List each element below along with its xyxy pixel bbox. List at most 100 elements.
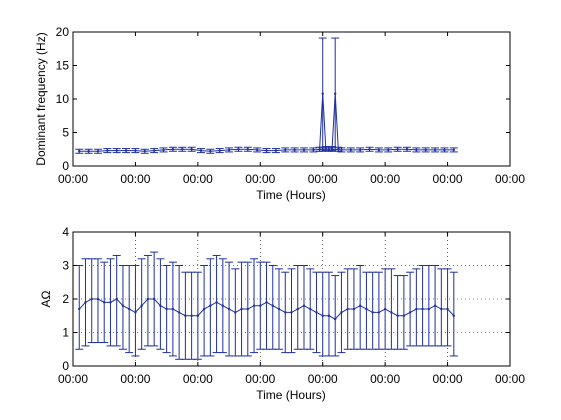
top-data-point (349, 148, 353, 152)
top-y-tick-label: 15 (56, 59, 70, 73)
bottom-data-point (271, 304, 274, 307)
bottom-data-point (408, 311, 412, 314)
top-data-point (424, 148, 427, 152)
bottom-data-point (159, 304, 162, 307)
bottom-data-point (140, 304, 143, 307)
bottom-data-point (315, 311, 318, 314)
top-plot-area (73, 32, 510, 166)
bottom-data-point (352, 307, 356, 311)
top-data-point (190, 148, 193, 151)
bottom-data-point (209, 304, 212, 307)
bottom-data-point (196, 314, 200, 317)
top-y-axis-label: Dominant frequency (Hz) (34, 32, 48, 165)
top-data-point (415, 148, 418, 152)
bottom-data-point (421, 307, 424, 311)
top-data-point (452, 148, 456, 152)
bottom-data-point (309, 307, 312, 311)
top-data-point (87, 150, 90, 153)
bottom-data-point (383, 307, 387, 311)
top-data-point (124, 149, 128, 152)
bottom-data-point (121, 304, 125, 307)
bottom-data-point (252, 304, 256, 307)
top-y-tick-label: 0 (62, 159, 69, 173)
top-x-axis-label: Time (Hours) (256, 188, 326, 202)
top-data-point (78, 150, 81, 153)
bottom-data-point (340, 311, 343, 314)
bottom-data-point (227, 307, 231, 311)
top-data-point (368, 148, 371, 151)
bottom-data-point (78, 307, 81, 311)
top-data-point (209, 150, 212, 153)
bottom-data-point (440, 307, 443, 311)
top-x-tick-label: 00:00 (120, 172, 150, 186)
bottom-data-point (171, 307, 175, 311)
top-data-point (443, 148, 446, 152)
bottom-y-tick-label: 0 (62, 359, 69, 373)
bottom-data-point (390, 311, 393, 314)
bottom-data-point (334, 317, 337, 321)
top-data-point (218, 149, 221, 152)
top-x-tick-label: 00:00 (183, 172, 213, 186)
top-data-point (96, 150, 100, 153)
top-data-point (171, 148, 175, 151)
bottom-x-tick-label: 00:00 (58, 372, 88, 386)
top-panel: 00:00 00:00 00:00 00:00 00:00 00:00 00:00 00:00… (34, 25, 525, 202)
top-data-point (284, 148, 287, 152)
top-data-point (181, 148, 184, 151)
top-data-point (265, 149, 268, 152)
top-data-point (334, 92, 337, 95)
top-data-point (387, 148, 390, 152)
bottom-data-point (127, 307, 131, 311)
bottom-data-point (84, 301, 87, 304)
top-data-point (318, 148, 321, 151)
bottom-data-point (265, 301, 268, 304)
top-data-point (162, 148, 165, 152)
bottom-data-point (259, 304, 262, 307)
top-data-point (330, 147, 334, 150)
top-data-point (358, 148, 362, 152)
top-data-point (255, 148, 259, 152)
bottom-data-point (346, 307, 349, 311)
top-data-point (377, 148, 381, 152)
bottom-y-tick-label: 4 (62, 225, 69, 239)
bottom-data-point (446, 307, 449, 311)
bottom-data-point (96, 297, 100, 301)
bottom-data-point (396, 314, 399, 317)
top-y-tick-label: 10 (56, 92, 70, 106)
top-data-point (405, 148, 409, 151)
bottom-data-point (152, 297, 156, 301)
bottom-y-axis-label: AΩ (39, 290, 53, 307)
bottom-data-point (427, 307, 431, 311)
bottom-x-tick-label: 00:00 (120, 372, 150, 386)
top-x-tick-label: 00:00 (370, 172, 400, 186)
top-data-point (143, 150, 146, 153)
bottom-data-point (284, 311, 287, 314)
bottom-data-point (90, 297, 93, 301)
top-data-point (433, 148, 437, 152)
top-data-point (199, 149, 203, 152)
bottom-y-tick-label: 2 (62, 292, 69, 306)
top-data-point (274, 149, 278, 152)
bottom-data-point (296, 307, 299, 311)
top-data-point (246, 148, 249, 151)
bottom-data-point (109, 301, 112, 304)
bottom-data-point (277, 307, 281, 311)
bottom-data-point (246, 307, 249, 311)
bottom-data-point (358, 304, 362, 307)
top-x-tick-label: 00:00 (433, 172, 463, 186)
top-data-point (152, 149, 156, 152)
top-x-tick-label: 00:00 (58, 172, 88, 186)
top-data-point (321, 92, 324, 95)
top-data-point (340, 148, 343, 152)
bottom-data-point (321, 314, 324, 317)
bottom-x-tick-label: 00:00 (245, 372, 275, 386)
top-data-point (237, 148, 240, 151)
bottom-data-point (115, 297, 118, 301)
top-data-point (312, 148, 315, 152)
top-data-point (396, 148, 399, 151)
bottom-data-point (146, 297, 150, 301)
bottom-y-tick-label: 1 (62, 326, 69, 340)
top-data-point (227, 148, 231, 152)
bottom-data-point (452, 314, 456, 317)
